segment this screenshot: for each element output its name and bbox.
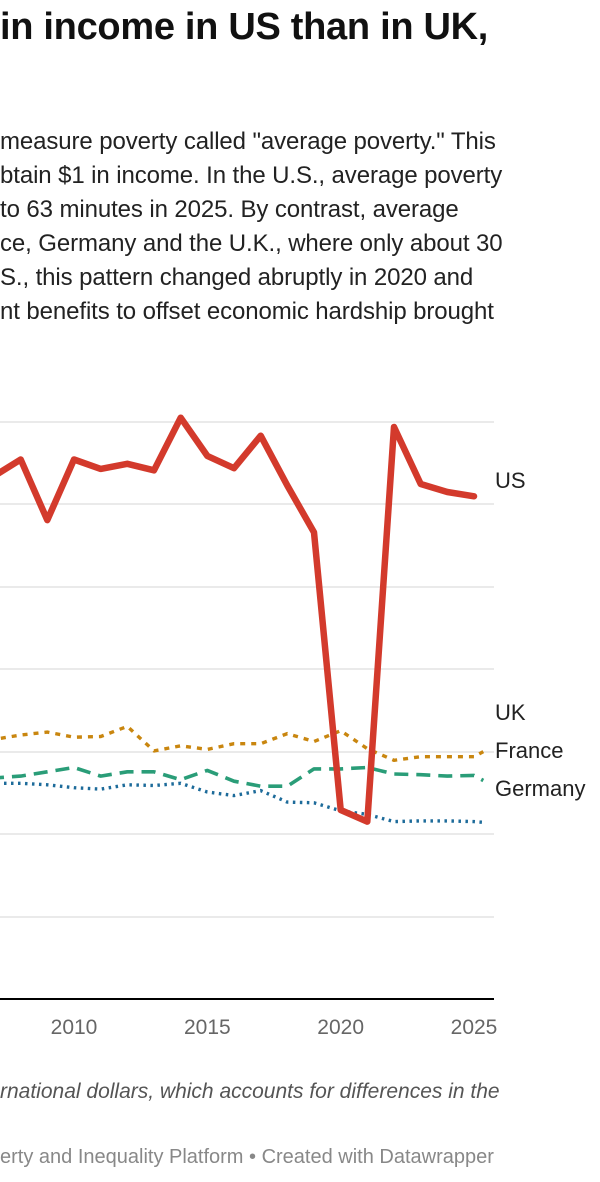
series-label-germany: Germany	[495, 776, 585, 801]
x-tick-label: 2015	[184, 1016, 231, 1039]
description-line: ce, Germany and the U.K., where only abo…	[0, 230, 503, 257]
description-line: to 63 minutes in 2025. By contrast, aver…	[0, 196, 459, 223]
x-tick-label: 2020	[317, 1016, 364, 1039]
series-label-france: France	[495, 738, 563, 763]
series-line-us	[0, 414, 478, 825]
series-label-us: US	[495, 468, 526, 493]
description-line: nt benefits to offset economic hardship …	[0, 298, 494, 325]
series-label-uk: UK	[495, 700, 526, 725]
series-line-uk	[0, 724, 485, 762]
chart-source: erty and Inequality Platform • Created w…	[0, 1146, 494, 1168]
description-line: measure poverty called "average poverty.…	[0, 128, 496, 155]
chart-note: rnational dollars, which accounts for di…	[0, 1080, 500, 1103]
description-line: btain $1 in income. In the U.S., average…	[0, 162, 503, 189]
chart-headline: in income in US than in UK,	[0, 6, 489, 48]
description-line: S., this pattern changed abruptly in 202…	[0, 264, 474, 291]
x-tick-label: 2025	[451, 1016, 498, 1039]
x-tick-label: 2010	[51, 1016, 98, 1039]
series-line-germany	[0, 781, 484, 824]
series-line-france	[0, 765, 485, 789]
